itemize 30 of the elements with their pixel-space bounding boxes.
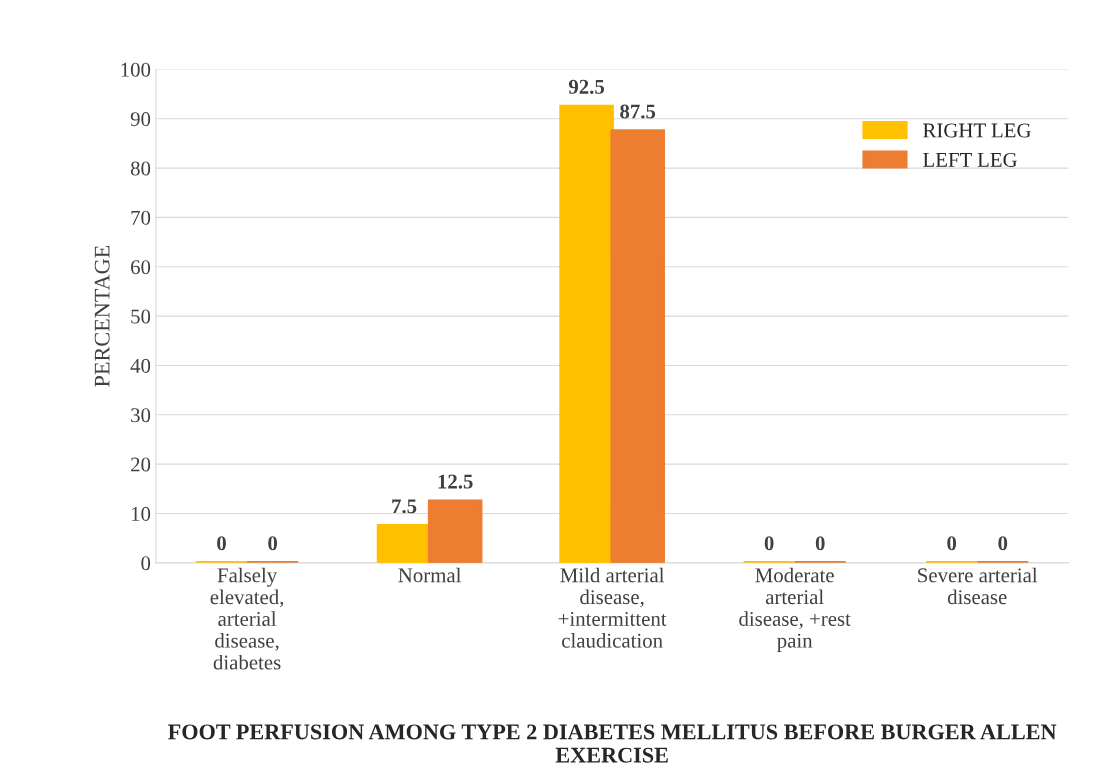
data-label: 87.5 xyxy=(620,104,656,119)
y-axis-title: PERCENTAGE xyxy=(94,245,110,387)
x-tick-label: Falsely elevated, arterial disease, diabetes xyxy=(210,567,284,670)
y-tick-label: 20 xyxy=(131,457,151,472)
data-label: 0 xyxy=(998,536,1008,551)
y-tick-label: 80 xyxy=(130,161,151,176)
data-label: 0 xyxy=(815,536,825,551)
data-label: 12.5 xyxy=(438,474,473,489)
data-label: 0 xyxy=(764,536,774,551)
y-tick-label: 60 xyxy=(131,260,151,275)
x-tick-label: Moderate arterial disease, +rest pain xyxy=(739,567,851,652)
x-tick-label: Mild arterial disease, +intermittent claudication xyxy=(558,567,667,648)
y-tick-label: 100 xyxy=(121,62,151,77)
data-label: 92.5 xyxy=(568,79,605,94)
y-tick-label: 70 xyxy=(131,210,151,225)
legend-label: LEFT LEG xyxy=(923,152,1017,167)
y-tick-label: 50 xyxy=(131,309,151,324)
x-tick-label: Normal xyxy=(398,567,462,583)
y-tick-label: 30 xyxy=(131,408,151,423)
data-label: 0 xyxy=(217,536,226,551)
y-tick-label: 10 xyxy=(131,506,151,521)
legend-label: RIGHT LEG xyxy=(923,123,1031,138)
data-label: 0 xyxy=(268,536,278,551)
text: FOOT PERFUSION AMONG TYPE 2 DIABETES MELLITUS BEFORE BURGER ALLEN EXERCISE xyxy=(168,724,1057,763)
data-label: 0 xyxy=(947,536,957,551)
y-tick-label: 40 xyxy=(130,358,151,373)
y-tick-label: 90 xyxy=(130,112,151,127)
y-tick-label: 0 xyxy=(141,556,151,571)
data-label: 7.5 xyxy=(392,499,417,514)
x-tick-label: Severe arterial disease xyxy=(918,567,1038,605)
